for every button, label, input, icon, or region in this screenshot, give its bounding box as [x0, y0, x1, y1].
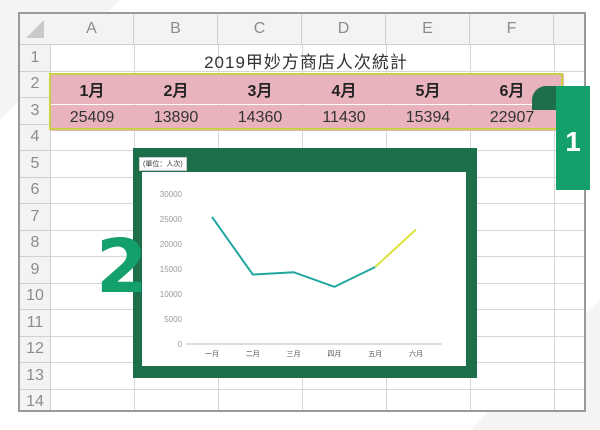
row-header-2[interactable]: 2 — [20, 71, 51, 98]
row-header-9[interactable]: 9 — [20, 257, 51, 284]
row-header-7[interactable]: 7 — [20, 204, 51, 231]
month-cell[interactable]: 2月 — [163, 83, 189, 100]
series-line — [211, 216, 376, 288]
line-chart: 0 5000 10000 15000 20000 25000 30000 一月 二月 三月 四月 五月… — [160, 190, 442, 358]
callout-1-badge — [556, 86, 590, 190]
month-cell[interactable]: 4月 — [331, 83, 357, 100]
chart-unit-label: (單位：人次) — [139, 157, 187, 171]
x-tick-label: 四月 — [327, 350, 341, 358]
row-header-10[interactable]: 10 — [20, 283, 51, 310]
column-header-c[interactable]: C — [218, 14, 302, 45]
y-tick-label: 5000 — [164, 315, 182, 324]
sheet-title[interactable]: 2019甲妙方商店人次統計 — [204, 52, 408, 72]
row-header-14[interactable]: 14 — [20, 389, 51, 410]
chart-plot-area[interactable]: 0 5000 10000 15000 20000 25000 30000 一月 二月 三月 四月 五月… — [142, 172, 466, 366]
month-cell[interactable]: 3月 — [247, 83, 273, 100]
visitor-count-cell[interactable]: 11430 — [322, 109, 366, 126]
highlighted-series-segment — [374, 228, 417, 268]
row-header-5[interactable]: 5 — [20, 151, 51, 178]
x-tick-label: 一月 — [205, 350, 219, 358]
grid-row-line — [51, 70, 584, 72]
callout-1-notch — [532, 86, 558, 110]
y-tick-label: 25000 — [160, 215, 183, 224]
chart-frame[interactable]: (單位：人次) 0 5000 10000 15000 20000 25000 30000 一月… — [133, 148, 477, 378]
month-header-row — [50, 74, 564, 104]
row-header-1[interactable]: 1 — [20, 45, 51, 72]
callout-1-label: 1 — [565, 126, 581, 157]
x-tick-label: 五月 — [368, 350, 382, 358]
column-header-overflow[interactable] — [554, 14, 584, 45]
visitor-count-cell[interactable]: 15394 — [405, 109, 451, 126]
x-tick-label: 六月 — [409, 349, 423, 358]
x-tick-label: 二月 — [246, 350, 260, 358]
y-tick-label: 20000 — [160, 240, 183, 249]
column-header-e[interactable]: E — [386, 14, 470, 45]
y-tick-label: 0 — [178, 340, 183, 349]
month-cell[interactable]: 6月 — [499, 83, 525, 100]
selection-border — [49, 73, 563, 130]
column-header-a[interactable]: A — [50, 14, 134, 45]
select-all-corner[interactable] — [20, 14, 51, 45]
column-header-d[interactable]: D — [302, 14, 386, 45]
column-header-b[interactable]: B — [134, 14, 218, 45]
y-tick-label: 15000 — [160, 265, 183, 274]
row-header-8[interactable]: 8 — [20, 230, 51, 257]
y-tick-label: 30000 — [160, 190, 183, 199]
y-tick-label: 10000 — [160, 290, 183, 299]
grid-row-line — [51, 388, 584, 390]
visitor-count-cell[interactable]: 22907 — [489, 109, 535, 126]
value-row — [50, 105, 564, 131]
column-header-f[interactable]: F — [470, 14, 554, 45]
visitor-count-cell[interactable]: 25409 — [69, 109, 115, 126]
visitor-count-cell[interactable]: 14360 — [237, 109, 283, 126]
row-header-4[interactable]: 4 — [20, 124, 51, 151]
month-cell[interactable]: 5月 — [415, 83, 441, 100]
month-cell[interactable]: 1月 — [79, 83, 105, 100]
grid-column-line — [554, 45, 555, 410]
row-header-11[interactable]: 11 — [20, 310, 51, 337]
callout-2-label: 2 — [96, 224, 148, 310]
visitor-count-cell[interactable]: 13890 — [153, 109, 199, 126]
row-header-13[interactable]: 13 — [20, 363, 51, 390]
x-tick-label: 三月 — [287, 350, 301, 358]
row-header-6[interactable]: 6 — [20, 177, 51, 204]
row-header-12[interactable]: 12 — [20, 336, 51, 363]
row-header-3[interactable]: 3 — [20, 98, 51, 125]
